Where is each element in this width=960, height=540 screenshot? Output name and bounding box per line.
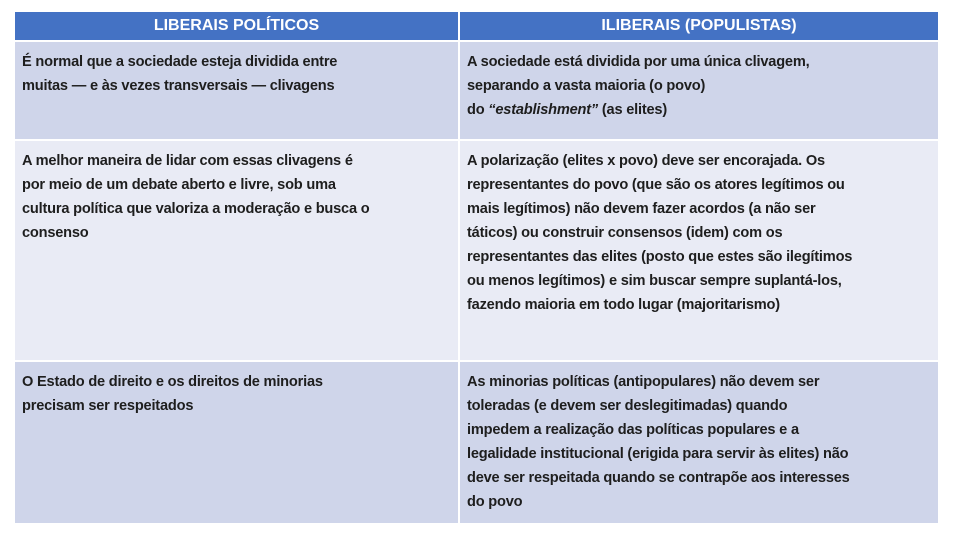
cell-line: táticos) ou construir consensos (idem) c… xyxy=(467,225,783,241)
cell-line: do “establishment” (as elites) xyxy=(467,98,932,122)
cell-line: separando a vasta maioria (o povo) xyxy=(467,78,706,94)
cell-line: por meio de um debate aberto e livre, so… xyxy=(22,177,336,193)
cell-line: mais legítimos) não devem fazer acordos … xyxy=(467,201,816,217)
text: (as elites) xyxy=(598,102,668,118)
cell-line: legalidade institucional (erigida para s… xyxy=(467,446,849,462)
cell-right: A polarização (elites x povo) deve ser e… xyxy=(458,139,940,362)
cell-line: A melhor maneira de lidar com essas cliv… xyxy=(22,153,353,169)
table-row: É normal que a sociedade esteja dividida… xyxy=(13,40,940,141)
cell-line: impedem a realização das políticas popul… xyxy=(467,422,799,438)
cell-line: consenso xyxy=(22,225,89,241)
cell-line: A sociedade está dividida por uma única … xyxy=(467,54,810,70)
cell-right: As minorias políticas (antipopulares) nã… xyxy=(458,360,940,525)
table-row: O Estado de direito e os direitos de min… xyxy=(13,360,940,525)
comparison-table: LIBERAIS POLÍTICOS ILIBERAIS (POPULISTAS… xyxy=(13,10,940,525)
cell-line: representantes das elites (posto que est… xyxy=(467,249,853,265)
cell-line: deve ser respeitada quando se contrapõe … xyxy=(467,470,850,486)
cell-line: É normal que a sociedade esteja dividida… xyxy=(22,54,338,70)
header-liberais: LIBERAIS POLÍTICOS xyxy=(13,10,460,42)
cell-left: A melhor maneira de lidar com essas cliv… xyxy=(13,139,460,362)
cell-right: A sociedade está dividida por uma única … xyxy=(458,40,940,141)
table-row: A melhor maneira de lidar com essas cliv… xyxy=(13,139,940,362)
cell-line: ou menos legítimos) e sim buscar sempre … xyxy=(467,273,842,289)
cell-left: É normal que a sociedade esteja dividida… xyxy=(13,40,460,141)
cell-line: muitas — e às vezes transversais — cliva… xyxy=(22,78,335,94)
cell-line: toleradas (e devem ser deslegitimadas) q… xyxy=(467,398,788,414)
cell-line: precisam ser respeitados xyxy=(22,398,194,414)
text: do xyxy=(467,102,489,118)
establishment-term: “establishment” xyxy=(488,102,599,118)
cell-line: A polarização (elites x povo) deve ser e… xyxy=(467,153,825,169)
header-iliberais: ILIBERAIS (POPULISTAS) xyxy=(458,10,940,42)
cell-line: fazendo maioria em todo lugar (majoritar… xyxy=(467,297,780,313)
cell-line: cultura política que valoriza a moderaçã… xyxy=(22,201,370,217)
header-row: LIBERAIS POLÍTICOS ILIBERAIS (POPULISTAS… xyxy=(13,10,940,42)
cell-line: As minorias políticas (antipopulares) nã… xyxy=(467,374,820,390)
cell-line: representantes do povo (que são os atore… xyxy=(467,177,845,193)
cell-line: do povo xyxy=(467,494,523,510)
cell-line: O Estado de direito e os direitos de min… xyxy=(22,374,323,390)
cell-left: O Estado de direito e os direitos de min… xyxy=(13,360,460,525)
